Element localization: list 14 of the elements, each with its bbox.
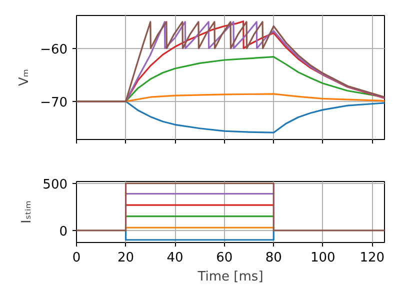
x-tick-label: 60: [216, 250, 233, 266]
y-axis-title: Vₘ: [17, 68, 32, 86]
y-tick-label: −70: [40, 95, 68, 110]
x-tick-label: 40: [166, 250, 184, 266]
y-tick-label: 0: [59, 224, 68, 240]
y-tick-label: 500: [42, 177, 68, 192]
y-axis-title: Iₛₜᵢₘ: [20, 200, 35, 224]
x-axis-title: Time [ms]: [196, 270, 264, 284]
x-tick-label: 120: [360, 250, 385, 266]
x-tick-label: 0: [72, 250, 81, 266]
x-tick-label: 100: [310, 250, 336, 266]
y-tick-label: −60: [40, 42, 68, 58]
x-tick-label: 20: [118, 250, 134, 266]
x-tick-label: 80: [265, 250, 282, 266]
